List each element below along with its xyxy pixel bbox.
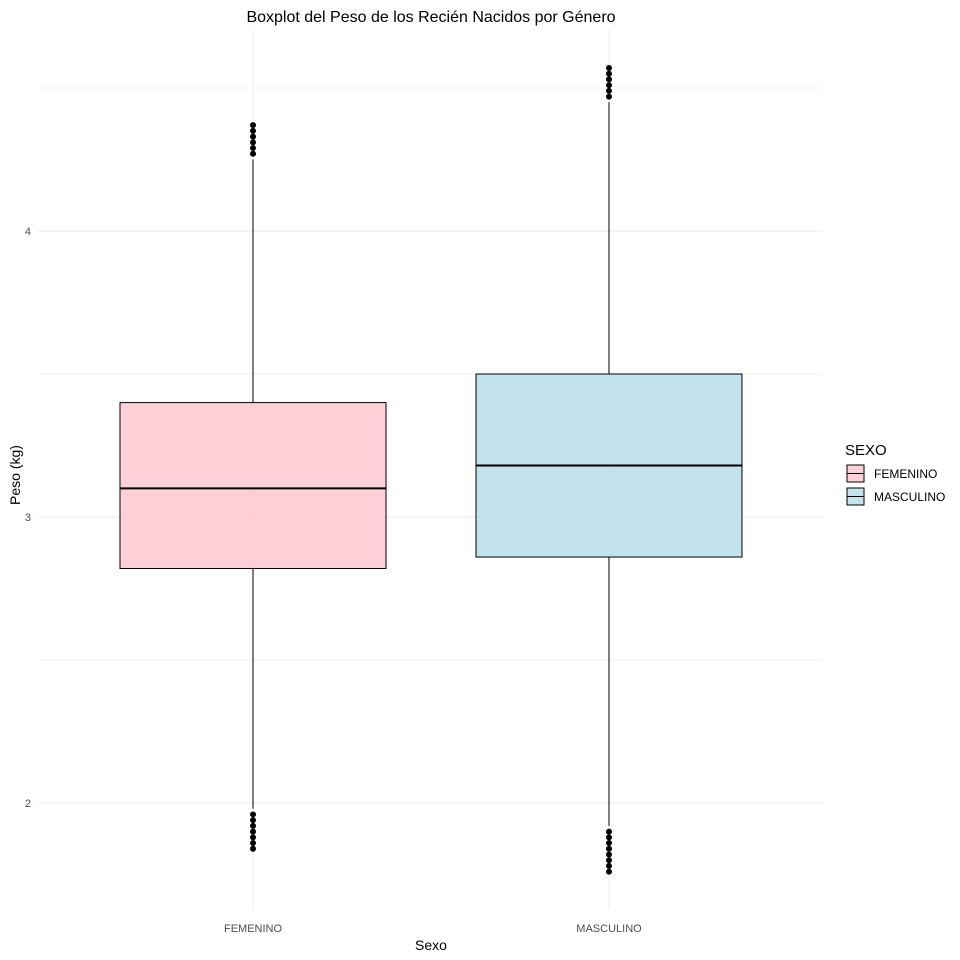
y-axis-ticks: 2 3 4 [25, 226, 31, 810]
legend-item-masculino: MASCULINO [846, 487, 945, 506]
outlier-point [606, 862, 612, 869]
box-iqr [119, 402, 387, 569]
outlier-point [606, 857, 612, 864]
outlier-point [606, 851, 612, 858]
outlier-point [250, 828, 256, 835]
x-axis-title: Sexo [415, 937, 447, 953]
y-tick-label: 3 [25, 512, 31, 524]
outlier-point [250, 822, 256, 829]
legend-label: FEMENINO [874, 467, 937, 481]
boxes [119, 64, 743, 875]
x-axis-ticks: FEMENINO MASCULINO [224, 923, 642, 935]
outlier-point [606, 845, 612, 852]
outlier-point [606, 868, 612, 875]
outlier-point [250, 139, 256, 146]
outlier-point [250, 817, 256, 824]
chart-title: Boxplot del Peso de los Recién Nacidos p… [246, 9, 615, 26]
outlier-point [250, 840, 256, 847]
outlier-point [250, 845, 256, 852]
outlier-point [250, 122, 256, 129]
outlier-point [606, 93, 612, 100]
y-tick-label: 4 [25, 226, 31, 238]
legend-label: MASCULINO [874, 490, 945, 504]
box-masculino [475, 64, 743, 875]
outlier-point [250, 145, 256, 152]
box-femenino [119, 122, 387, 852]
outlier-point [606, 828, 612, 835]
legend-item-femenino: FEMENINO [846, 464, 937, 483]
outlier-point [250, 834, 256, 841]
x-tick-label: MASCULINO [576, 923, 642, 935]
y-axis-title: Peso (kg) [7, 445, 23, 505]
y-tick-label: 2 [25, 798, 31, 810]
x-tick-label: FEMENINO [224, 923, 283, 935]
outlier-point [606, 834, 612, 841]
outlier-point [606, 87, 612, 94]
outlier-point [606, 840, 612, 847]
outlier-point [250, 150, 256, 157]
outlier-point [606, 70, 612, 77]
outlier-point [250, 811, 256, 818]
outlier-point [606, 82, 612, 89]
outlier-point [606, 76, 612, 83]
outlier-point [606, 64, 612, 71]
outlier-point [250, 133, 256, 140]
legend: SEXO FEMENINO MASCULINO [845, 442, 945, 506]
outlier-point [250, 127, 256, 134]
legend-title: SEXO [845, 442, 887, 459]
